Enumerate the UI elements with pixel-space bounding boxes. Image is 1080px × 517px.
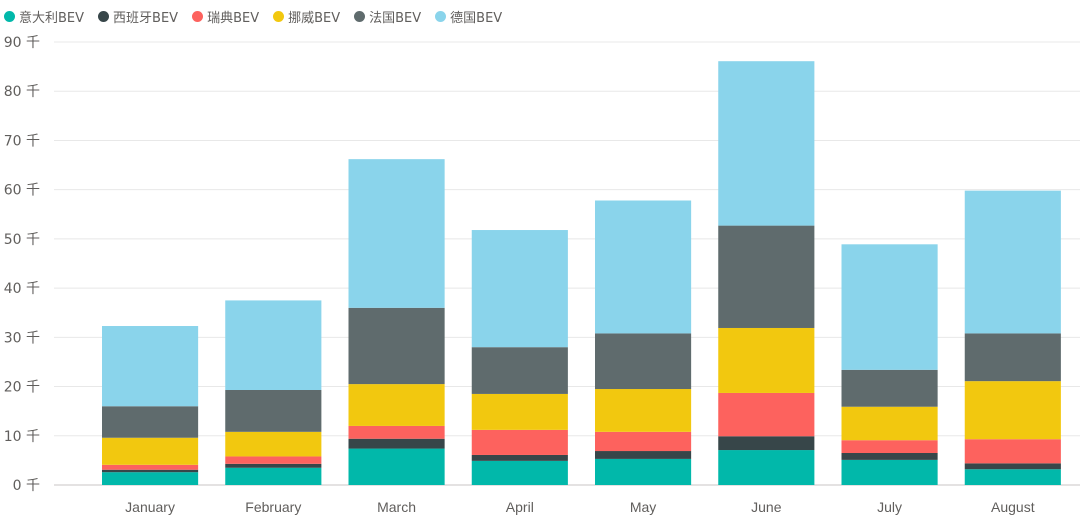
bar-segment[interactable]: [471, 230, 568, 348]
y-tick-label: 20 千: [4, 380, 40, 396]
bar-segment[interactable]: [102, 464, 199, 470]
bar-segment[interactable]: [595, 333, 692, 390]
y-tick-label: 10 千: [4, 429, 40, 445]
bar-segment[interactable]: [964, 463, 1061, 470]
bar-segment[interactable]: [964, 190, 1061, 334]
legend-label: 西班牙BEV: [113, 10, 179, 26]
y-tick-label: 70 千: [4, 133, 40, 149]
bar-segment[interactable]: [225, 463, 322, 468]
legend-label: 瑞典BEV: [207, 10, 260, 26]
y-tick-label: 30 千: [4, 330, 40, 346]
y-tick-label: 80 千: [4, 84, 40, 100]
x-tick-label: May: [630, 499, 656, 515]
bar-segment[interactable]: [718, 61, 815, 226]
legend-item[interactable]: 法国BEV: [354, 7, 421, 26]
y-tick-label: 40 千: [4, 281, 40, 297]
legend-label: 挪威BEV: [288, 10, 341, 26]
bar-segment[interactable]: [595, 451, 692, 459]
bar-segment[interactable]: [718, 225, 815, 328]
bar-segment[interactable]: [225, 390, 322, 432]
bar-segment[interactable]: [471, 454, 568, 461]
legend-label: 法国BEV: [369, 10, 422, 26]
legend-item[interactable]: 挪威BEV: [273, 7, 340, 26]
x-tick-label: March: [377, 499, 416, 515]
bar-segment[interactable]: [841, 453, 938, 460]
y-tick-label: 50 千: [4, 232, 40, 248]
bar-segment[interactable]: [718, 450, 815, 485]
bar-segment[interactable]: [595, 458, 692, 485]
bar-segment[interactable]: [841, 459, 938, 485]
bar-segment[interactable]: [718, 436, 815, 451]
legend-swatch: [4, 10, 15, 22]
legend-item[interactable]: 西班牙BEV: [98, 7, 178, 26]
bar-segment[interactable]: [348, 159, 445, 308]
bar-segment[interactable]: [471, 429, 568, 455]
legend-item[interactable]: 德国BEV: [435, 7, 502, 26]
bar-segment[interactable]: [964, 381, 1061, 440]
bar-segment[interactable]: [225, 300, 322, 391]
bar-segment[interactable]: [595, 200, 692, 334]
x-tick-label: June: [751, 499, 782, 515]
bar-segment[interactable]: [348, 438, 445, 449]
bar-segment[interactable]: [595, 389, 692, 432]
bar-segment[interactable]: [348, 384, 445, 426]
bar-segment[interactable]: [348, 448, 445, 485]
legend-swatch: [354, 10, 366, 22]
bar-segment[interactable]: [102, 469, 199, 473]
x-tick-label: July: [877, 499, 902, 515]
bar-segment[interactable]: [102, 406, 199, 438]
bar-segment[interactable]: [225, 456, 322, 464]
bar-segment[interactable]: [348, 307, 445, 385]
bar-segment[interactable]: [102, 437, 199, 465]
legend-item[interactable]: 意大利BEV: [4, 7, 84, 26]
bar-segment[interactable]: [964, 469, 1061, 485]
bar-segment[interactable]: [964, 439, 1061, 464]
legend-swatch: [192, 10, 204, 22]
bar-segment[interactable]: [718, 392, 815, 437]
bar-segment[interactable]: [718, 327, 815, 393]
x-tick-label: February: [245, 499, 301, 515]
legend-label: 意大利BEV: [19, 10, 85, 26]
bar-segment[interactable]: [348, 425, 445, 439]
x-tick-label: August: [991, 499, 1035, 515]
bar-segment[interactable]: [471, 460, 568, 485]
y-tick-label: 90 千: [4, 35, 40, 51]
legend-swatch: [273, 10, 285, 22]
bar-segment[interactable]: [841, 440, 938, 454]
legend-item[interactable]: 瑞典BEV: [192, 7, 259, 26]
bar-segment[interactable]: [841, 244, 938, 370]
bar-segment[interactable]: [102, 326, 199, 407]
y-tick-label: 60 千: [4, 183, 40, 199]
bar-segment[interactable]: [225, 467, 322, 485]
legend-label: 德国BEV: [450, 10, 503, 26]
bar-segment[interactable]: [841, 406, 938, 441]
bar-segment[interactable]: [102, 472, 199, 485]
legend-swatch: [435, 10, 447, 22]
bar-segment[interactable]: [471, 393, 568, 430]
legend-swatch: [98, 10, 110, 22]
bar-segment[interactable]: [595, 431, 692, 452]
bar-segment[interactable]: [841, 369, 938, 407]
bar-segment[interactable]: [225, 431, 322, 457]
bar-segment[interactable]: [471, 347, 568, 394]
x-tick-label: January: [125, 499, 175, 515]
y-tick-label: 0 千: [13, 478, 40, 494]
x-tick-label: April: [506, 499, 534, 515]
chart-legend: 意大利BEV 西班牙BEV 瑞典BEV 挪威BEV 法国BEV 德国BEV: [4, 5, 502, 27]
bar-segment[interactable]: [964, 333, 1061, 382]
